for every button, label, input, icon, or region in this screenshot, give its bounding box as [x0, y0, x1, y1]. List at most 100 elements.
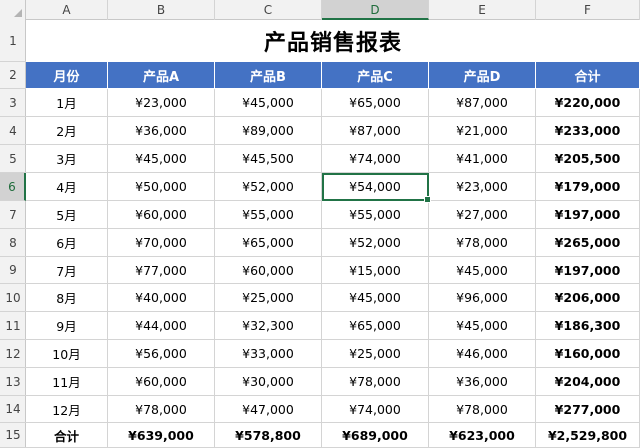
table-cell[interactable]: ¥40,000: [108, 284, 215, 312]
table-cell[interactable]: 8月: [26, 284, 108, 312]
table-cell[interactable]: ¥60,000: [108, 201, 215, 229]
table-cell[interactable]: 9月: [26, 312, 108, 340]
table-cell[interactable]: ¥45,000: [215, 89, 322, 117]
row-header[interactable]: 10: [0, 284, 26, 312]
total-cell[interactable]: ¥160,000: [536, 340, 640, 368]
total-cell[interactable]: ¥277,000: [536, 396, 640, 423]
totals-label-cell[interactable]: 合计: [26, 423, 108, 448]
column-header-d[interactable]: D: [322, 0, 429, 20]
table-cell[interactable]: ¥65,000: [215, 229, 322, 257]
column-header-f[interactable]: F: [536, 0, 640, 20]
table-cell[interactable]: ¥25,000: [215, 284, 322, 312]
table-cell[interactable]: ¥44,000: [108, 312, 215, 340]
total-cell[interactable]: ¥689,000: [322, 423, 429, 448]
row-header[interactable]: 9: [0, 257, 26, 284]
row-header[interactable]: 14: [0, 396, 26, 423]
row-header[interactable]: 11: [0, 312, 26, 340]
table-cell[interactable]: 1月: [26, 89, 108, 117]
table-cell[interactable]: ¥55,000: [215, 201, 322, 229]
table-cell[interactable]: ¥36,000: [429, 368, 536, 396]
table-cell[interactable]: ¥74,000: [322, 396, 429, 423]
table-cell[interactable]: ¥50,000: [108, 173, 215, 201]
table-cell[interactable]: ¥15,000: [322, 257, 429, 284]
total-cell[interactable]: ¥197,000: [536, 201, 640, 229]
table-cell[interactable]: ¥60,000: [215, 257, 322, 284]
table-cell[interactable]: 6月: [26, 229, 108, 257]
table-cell[interactable]: ¥87,000: [322, 117, 429, 145]
table-cell[interactable]: 10月: [26, 340, 108, 368]
total-cell[interactable]: ¥220,000: [536, 89, 640, 117]
row-header[interactable]: 5: [0, 145, 26, 173]
table-cell[interactable]: 7月: [26, 257, 108, 284]
table-cell[interactable]: ¥41,000: [429, 145, 536, 173]
sheet-title[interactable]: 产品销售报表: [263, 31, 402, 56]
row-header[interactable]: 4: [0, 117, 26, 145]
row-header[interactable]: 15: [0, 423, 26, 448]
table-cell[interactable]: ¥36,000: [108, 117, 215, 145]
selected-cell[interactable]: ¥54,000: [322, 173, 431, 203]
table-cell[interactable]: ¥78,000: [322, 368, 429, 396]
table-cell[interactable]: ¥45,000: [108, 145, 215, 173]
column-header-a[interactable]: A: [26, 0, 108, 20]
header-cell[interactable]: 产品D: [429, 62, 536, 89]
total-cell[interactable]: ¥186,300: [536, 312, 640, 340]
table-cell[interactable]: 3月: [26, 145, 108, 173]
table-cell[interactable]: ¥65,000: [322, 312, 429, 340]
table-cell[interactable]: ¥96,000: [429, 284, 536, 312]
row-header[interactable]: 12: [0, 340, 26, 368]
row-header[interactable]: 2: [0, 62, 26, 89]
table-cell[interactable]: ¥46,000: [429, 340, 536, 368]
total-cell[interactable]: ¥265,000: [536, 229, 640, 257]
table-cell[interactable]: ¥65,000: [322, 89, 429, 117]
table-cell[interactable]: ¥33,000: [215, 340, 322, 368]
row-header[interactable]: 3: [0, 89, 26, 117]
table-cell[interactable]: ¥45,000: [322, 284, 429, 312]
table-cell[interactable]: ¥27,000: [429, 201, 536, 229]
header-cell[interactable]: 产品C: [322, 62, 429, 89]
table-cell[interactable]: ¥52,000: [322, 229, 429, 257]
total-cell[interactable]: ¥179,000: [536, 173, 640, 201]
total-cell[interactable]: ¥206,000: [536, 284, 640, 312]
total-cell[interactable]: ¥578,800: [215, 423, 322, 448]
table-cell[interactable]: ¥45,000: [429, 312, 536, 340]
table-cell[interactable]: ¥70,000: [108, 229, 215, 257]
total-cell[interactable]: ¥204,000: [536, 368, 640, 396]
table-cell[interactable]: ¥52,000: [215, 173, 322, 201]
header-cell[interactable]: 产品B: [215, 62, 322, 89]
table-cell[interactable]: 5月: [26, 201, 108, 229]
select-all-corner[interactable]: [0, 0, 26, 20]
column-header-e[interactable]: E: [429, 0, 536, 20]
table-cell[interactable]: ¥89,000: [215, 117, 322, 145]
table-cell[interactable]: 11月: [26, 368, 108, 396]
table-cell[interactable]: ¥78,000: [429, 396, 536, 423]
total-cell[interactable]: ¥233,000: [536, 117, 640, 145]
row-header[interactable]: 8: [0, 229, 26, 257]
row-header[interactable]: 7: [0, 201, 26, 229]
header-cell[interactable]: 合计: [536, 62, 640, 89]
table-cell[interactable]: 12月: [26, 396, 108, 423]
row-header[interactable]: 6: [0, 173, 26, 201]
table-cell[interactable]: ¥78,000: [429, 229, 536, 257]
row-header[interactable]: 13: [0, 368, 26, 396]
column-header-b[interactable]: B: [108, 0, 215, 20]
table-cell[interactable]: ¥25,000: [322, 340, 429, 368]
column-header-c[interactable]: C: [215, 0, 322, 20]
table-cell[interactable]: ¥77,000: [108, 257, 215, 284]
table-cell[interactable]: ¥32,300: [215, 312, 322, 340]
total-cell[interactable]: ¥205,500: [536, 145, 640, 173]
table-cell[interactable]: ¥47,000: [215, 396, 322, 423]
table-cell[interactable]: ¥74,000: [322, 145, 429, 173]
total-cell[interactable]: ¥639,000: [108, 423, 215, 448]
table-cell[interactable]: ¥30,000: [215, 368, 322, 396]
table-cell[interactable]: ¥23,000: [108, 89, 215, 117]
total-cell[interactable]: ¥623,000: [429, 423, 536, 448]
table-cell[interactable]: ¥87,000: [429, 89, 536, 117]
table-cell[interactable]: ¥21,000: [429, 117, 536, 145]
header-cell[interactable]: 月份: [26, 62, 108, 89]
header-cell[interactable]: 产品A: [108, 62, 215, 89]
table-cell[interactable]: ¥60,000: [108, 368, 215, 396]
table-cell[interactable]: ¥45,500: [215, 145, 322, 173]
table-cell[interactable]: 2月: [26, 117, 108, 145]
table-cell[interactable]: ¥45,000: [429, 257, 536, 284]
grand-total-cell[interactable]: ¥2,529,800: [536, 423, 640, 448]
